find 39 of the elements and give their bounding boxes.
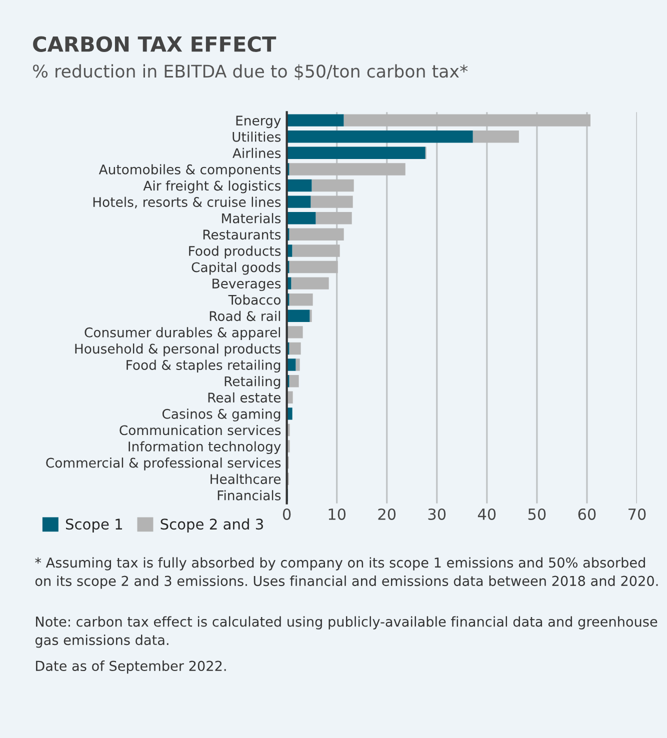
y-tick-label: Air freight & logistics — [143, 180, 281, 194]
y-tick-label: Road & rail — [210, 310, 280, 322]
x-tick-label: 60 — [578, 508, 596, 520]
y-tick-label: Consumer durables & apparel — [84, 327, 280, 340]
x-tick-label: 30 — [428, 508, 446, 520]
y-tick-label: Food & staples retailing — [126, 360, 280, 373]
y-tick-label: Financials — [218, 490, 281, 500]
x-tick-label: 20 — [378, 508, 396, 520]
y-tick-label: Information technology — [128, 441, 281, 454]
text: Date as of September 2022. — [36, 660, 226, 674]
y-tick-label: Capital goods — [192, 262, 281, 275]
y-tick-label: Food products — [189, 246, 281, 258]
legend-label: Scope 2 and 3 — [160, 518, 263, 532]
text: Note: carbon tax effect is calculated using publicly-available financial data and greenhouse gas emissions data. — [35, 616, 658, 648]
y-tick-label: Commercial & professional services — [46, 458, 281, 470]
y-tick-label: Casinos & gaming — [162, 408, 280, 422]
x-tick-label: 70 — [628, 508, 646, 520]
y-tick-label: Airlines — [232, 148, 281, 158]
legend-label: Scope 1 — [66, 518, 122, 532]
text: * Assuming tax is fully absorbed by company on its scope 1 emissions and 50% absorbed on its scope 2 and 3 emissions. Uses financial and emissions data between 2018 and 2020. — [35, 557, 658, 589]
y-tick-label: Communication services — [120, 424, 281, 436]
y-tick-label: Retailing — [224, 376, 280, 389]
y-tick-label: Hotels, resorts & cruise lines — [93, 196, 281, 208]
y-tick-label: Real estate — [208, 392, 281, 403]
y-tick-label: Materials — [222, 213, 281, 224]
y-tick-label: Utilities — [232, 132, 281, 142]
y-tick-label: Tobacco — [228, 294, 281, 305]
y-tick-label: Restaurants — [203, 230, 281, 240]
y-tick-label: Household & personal products — [75, 343, 281, 356]
x-tick-label: 10 — [328, 508, 346, 520]
y-tick-label: Beverages — [212, 278, 281, 292]
x-tick-label: 0 — [282, 508, 291, 520]
x-tick-label: 50 — [528, 508, 546, 520]
y-tick-label: Energy — [236, 116, 281, 128]
y-tick-label: Healthcare — [210, 474, 281, 484]
y-tick-label: Automobiles & components — [98, 164, 281, 177]
x-tick-label: 40 — [478, 508, 496, 520]
chart-title: CARBON TAX EFFECT — [33, 36, 276, 52]
chart-subtitle: % reduction in EBITDA due to $50/ton carbon tax* — [32, 64, 468, 80]
